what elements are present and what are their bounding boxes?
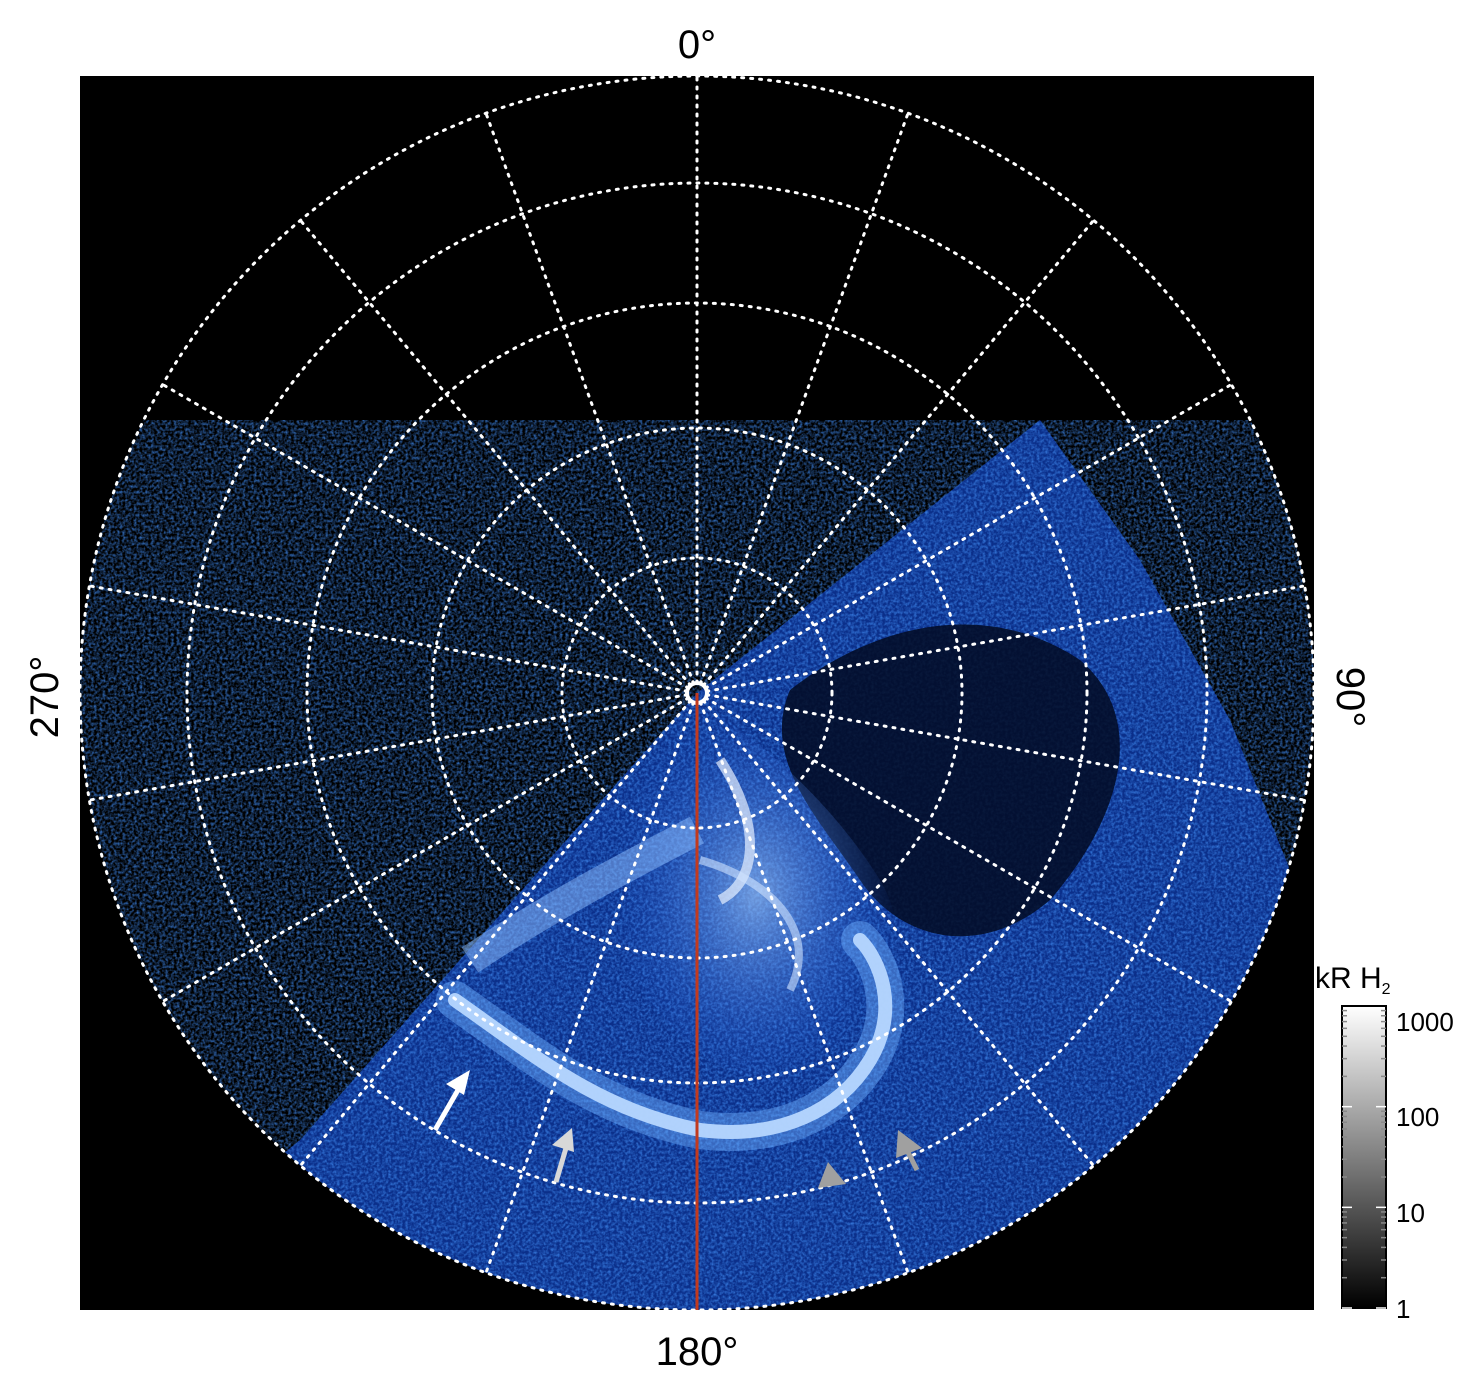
colorbar-title-sub: 2 (1382, 981, 1391, 998)
grid-spoke (704, 383, 1233, 690)
diffuse-band (461, 816, 704, 973)
azimuth-label-top: 0° (678, 23, 716, 67)
colorbar-tick-label: 1 (1396, 1294, 1410, 1324)
colorbar-gradient (1341, 1005, 1387, 1309)
colorbar-title: kR H2 (1315, 962, 1391, 998)
azimuth-label-bottom: 180° (656, 1330, 739, 1374)
colorbar-ticks (1342, 1009, 1386, 1309)
grid-spoke (705, 584, 1307, 693)
grid-spoke (161, 383, 690, 690)
colorbar-title-main: kR H (1315, 962, 1382, 995)
grid-spoke (484, 111, 696, 686)
grid-spoke (698, 111, 910, 686)
arrow-lightgray (552, 1128, 574, 1183)
azimuth-label-left: 270° (23, 656, 67, 739)
grid-circle (560, 556, 834, 830)
grid-spoke (161, 696, 690, 1003)
main-auroral-oval-halo (436, 921, 905, 1151)
aurora-emission (80, 420, 1314, 1310)
grid-spoke (87, 693, 689, 802)
colorbar-tick-label: 10 (1396, 1198, 1425, 1228)
arrow-gray-2 (896, 1130, 922, 1172)
main-auroral-oval (448, 933, 893, 1139)
grid-spoke (701, 218, 1096, 687)
inner-arc (715, 757, 755, 905)
grid-spoke (701, 699, 1096, 1168)
grid-spoke (298, 218, 693, 687)
annotation-arrows (432, 1070, 922, 1188)
grid-spoke (705, 693, 1307, 802)
azimuth-label-right: 90° (1328, 667, 1372, 728)
dark-polar-region (781, 624, 1120, 937)
arrow-white (432, 1070, 470, 1132)
bright-inner-region (610, 700, 901, 1089)
colorbar: kR H2 1000 100 10 1 (1315, 962, 1454, 1324)
grid-spoke (704, 696, 1233, 1003)
colorbar-tick-label: 100 (1396, 1102, 1439, 1132)
grid-spoke (698, 700, 910, 1275)
arrow-gray-1 (818, 1162, 846, 1188)
inner-arc-2 (698, 856, 803, 992)
colorbar-tick-label: 1000 (1396, 1007, 1454, 1037)
grid-spoke (484, 700, 696, 1275)
grid-spoke (298, 699, 693, 1168)
grid-spoke (87, 584, 689, 693)
